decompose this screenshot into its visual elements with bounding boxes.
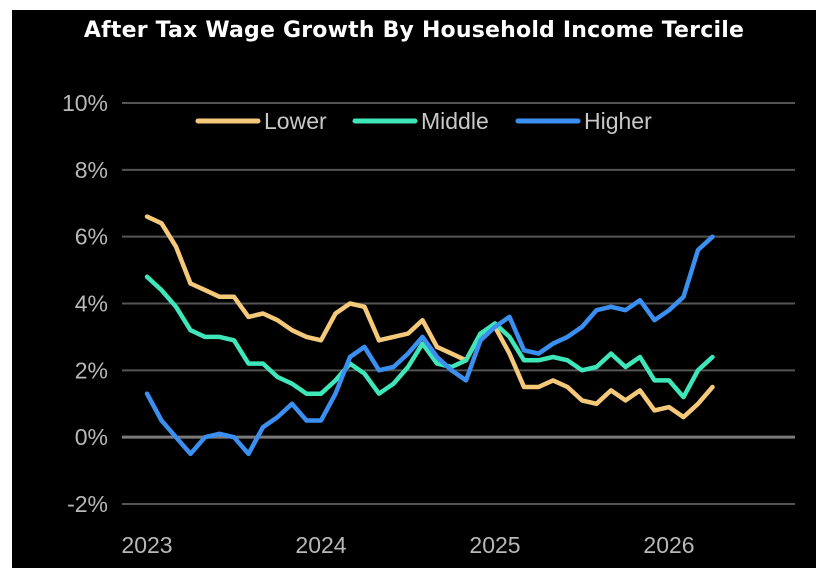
y-tick-label: 4% — [75, 291, 108, 317]
gridlines — [122, 102, 795, 505]
chart-title: After Tax Wage Growth By Household Incom… — [83, 18, 745, 43]
series-line-lower — [144, 214, 715, 420]
y-tick-labels: -2% 0% 2% 4% 6% 8% 10% — [62, 90, 108, 517]
series-lines — [144, 214, 715, 457]
legend-label-higher: Higher — [584, 108, 652, 134]
x-tick-label: 2025 — [469, 532, 520, 558]
x-tick-label: 2023 — [121, 532, 172, 558]
x-tick-labels: 2023 2024 2025 2026 — [121, 532, 694, 558]
y-tick-label: 0% — [75, 424, 108, 450]
legend-label-lower: Lower — [264, 108, 327, 134]
y-tick-label: 2% — [75, 357, 108, 383]
series-line-middle — [144, 274, 715, 400]
series-line-higher — [144, 234, 715, 457]
y-tick-label: 8% — [75, 157, 108, 183]
x-tick-label: 2026 — [643, 532, 694, 558]
y-tick-label: 6% — [75, 224, 108, 250]
legend-label-middle: Middle — [421, 108, 489, 134]
y-tick-label: -2% — [67, 491, 108, 517]
y-tick-label: 10% — [62, 90, 108, 116]
legend: Lower Middle Higher — [195, 108, 652, 134]
x-tick-label: 2024 — [295, 532, 346, 558]
